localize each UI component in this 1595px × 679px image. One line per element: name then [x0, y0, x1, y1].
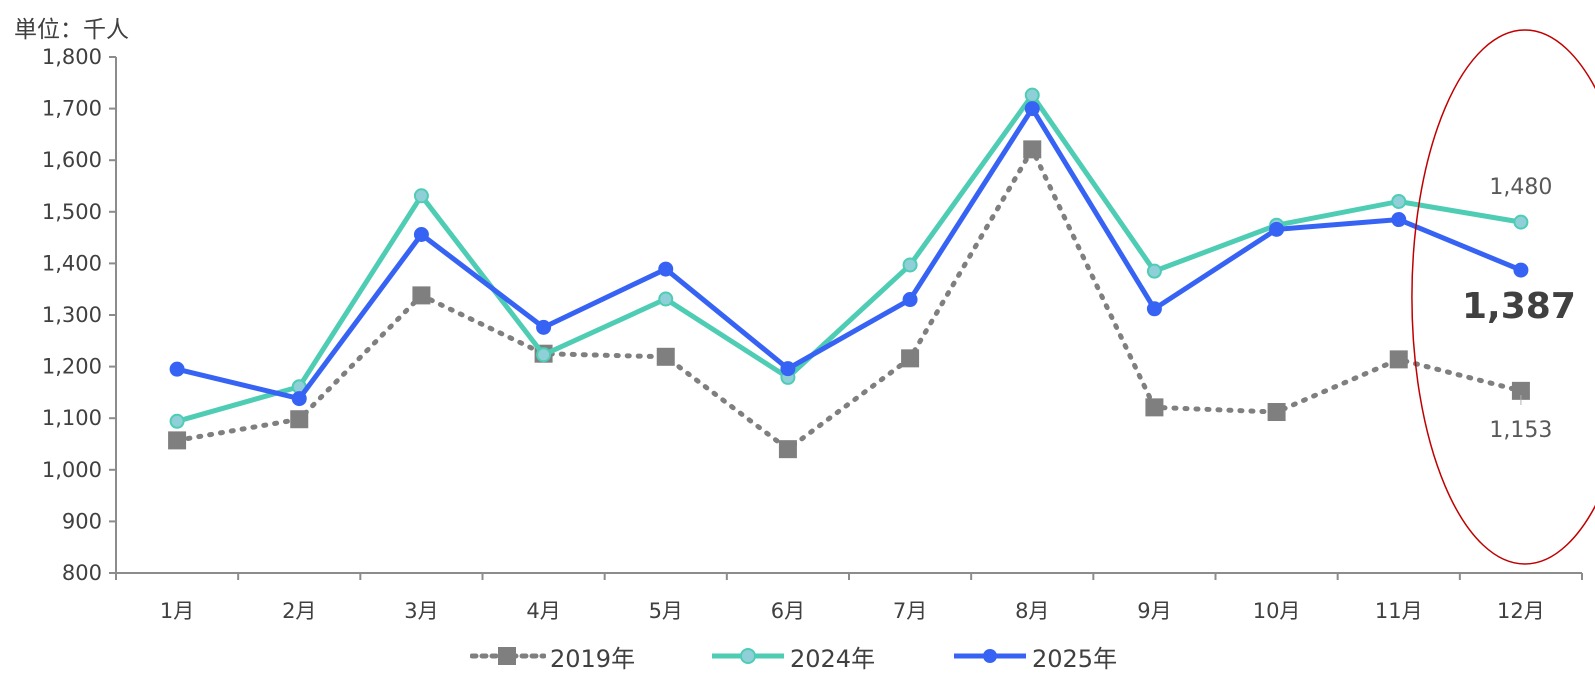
data-point-2025年: [1269, 221, 1285, 237]
legend: 2019年 2024年 2025年: [0, 636, 1595, 676]
legend-label-2024: 2024年: [790, 644, 876, 673]
x-tick-label: 11月: [1375, 599, 1423, 623]
series-line-2024年: [176, 92, 1522, 424]
legend-label-2025: 2025年: [1032, 644, 1118, 673]
unit-label: 単位：千人: [14, 17, 129, 43]
data-point-2024年: [1024, 87, 1040, 103]
chart-axes: [109, 56, 1583, 580]
data-point-2019: [1267, 403, 1286, 422]
y-tick-label: 1,700: [42, 97, 102, 121]
data-point-2024年: [902, 257, 918, 273]
series-2025年: [169, 101, 1529, 407]
y-tick-label: 1,400: [42, 251, 102, 275]
series-line-2025年: [176, 106, 1522, 402]
x-tick-label: 6月: [771, 599, 805, 623]
data-point-2024年: [1391, 193, 1407, 209]
legend-label-2019: 2019年: [550, 644, 636, 673]
tick-labels: 800 900 1,000 1,100 1,200 1,300 1,400 1,500 1,60…: [42, 45, 1545, 623]
data-point-2025年: [413, 227, 429, 243]
data-point-2019: [1511, 381, 1530, 400]
data-point-2019: [412, 286, 431, 305]
data-point-2019: [901, 349, 920, 368]
data-point-2025年: [169, 361, 185, 377]
data-point-2024年: [536, 347, 552, 363]
series-2019年: [168, 140, 1530, 459]
y-tick-label: 1,000: [42, 458, 102, 482]
legend-item-2024: 2024年: [710, 636, 875, 676]
legend-item-2025: 2025年: [952, 636, 1117, 676]
data-point-2025年: [1146, 301, 1162, 317]
series-2024年: [169, 87, 1529, 429]
y-tick-label: 1,200: [42, 355, 102, 379]
data-point-2025年: [902, 292, 918, 308]
x-tick-label: 8月: [1015, 599, 1049, 623]
x-tick-label: 3月: [404, 599, 438, 623]
data-point-2025年: [780, 361, 796, 377]
x-tick-label: 9月: [1137, 599, 1171, 623]
data-labels: 1,480 1,387 1,153: [1462, 175, 1576, 443]
data-point-2024年: [658, 291, 674, 307]
y-tick-label: 900: [62, 509, 102, 533]
x-tick-label: 12月: [1497, 599, 1545, 623]
data-point-2019: [1023, 140, 1042, 159]
legend-marker-dotted-square: [470, 647, 546, 665]
y-tick-label: 800: [62, 561, 102, 585]
series-line-2019: [174, 146, 1524, 452]
data-label-2024-dec: 1,480: [1489, 175, 1552, 200]
data-point-2019: [656, 347, 675, 366]
legend-marker-circle-blue: [954, 649, 1026, 663]
x-tick-label: 1月: [160, 599, 194, 623]
series-layer: [168, 87, 1530, 459]
x-tick-label: 10月: [1253, 599, 1301, 623]
data-point-2019: [168, 431, 187, 450]
data-point-2019: [778, 440, 797, 459]
data-point-2019: [1389, 350, 1408, 369]
line-chart: 800 900 1,000 1,100 1,200 1,300 1,400 1,500 1,60…: [42, 29, 1595, 623]
y-tick-label: 1,500: [42, 200, 102, 224]
data-point-2019: [290, 410, 309, 429]
data-point-2024年: [1513, 214, 1529, 230]
y-tick-label: 1,600: [42, 148, 102, 172]
y-tick-label: 1,100: [42, 406, 102, 430]
y-tick-label: 1,800: [42, 45, 102, 69]
data-label-2025-dec: 1,387: [1462, 286, 1576, 327]
y-tick-label: 1,300: [42, 303, 102, 327]
data-point-2024年: [169, 413, 185, 429]
data-label-2019-dec: 1,153: [1489, 418, 1552, 443]
x-tick-label: 2月: [282, 599, 316, 623]
legend-marker-circle-teal: [712, 648, 784, 664]
data-point-2019: [1145, 398, 1164, 417]
data-point-2024年: [413, 188, 429, 204]
data-point-2024年: [1146, 263, 1162, 279]
data-point-2025年: [658, 261, 674, 277]
data-point-2025年: [1391, 212, 1407, 228]
legend-item-2019: 2019年: [470, 636, 635, 676]
data-point-2025年: [291, 391, 307, 407]
data-point-2025年: [536, 319, 552, 335]
highlight-layer: [1411, 29, 1595, 565]
x-tick-label: 5月: [649, 599, 683, 623]
x-tick-label: 7月: [893, 599, 927, 623]
data-point-2025年: [1024, 101, 1040, 117]
highlight-ellipse: [1411, 29, 1595, 565]
x-tick-label: 4月: [526, 599, 560, 623]
data-point-2025年: [1513, 262, 1529, 278]
